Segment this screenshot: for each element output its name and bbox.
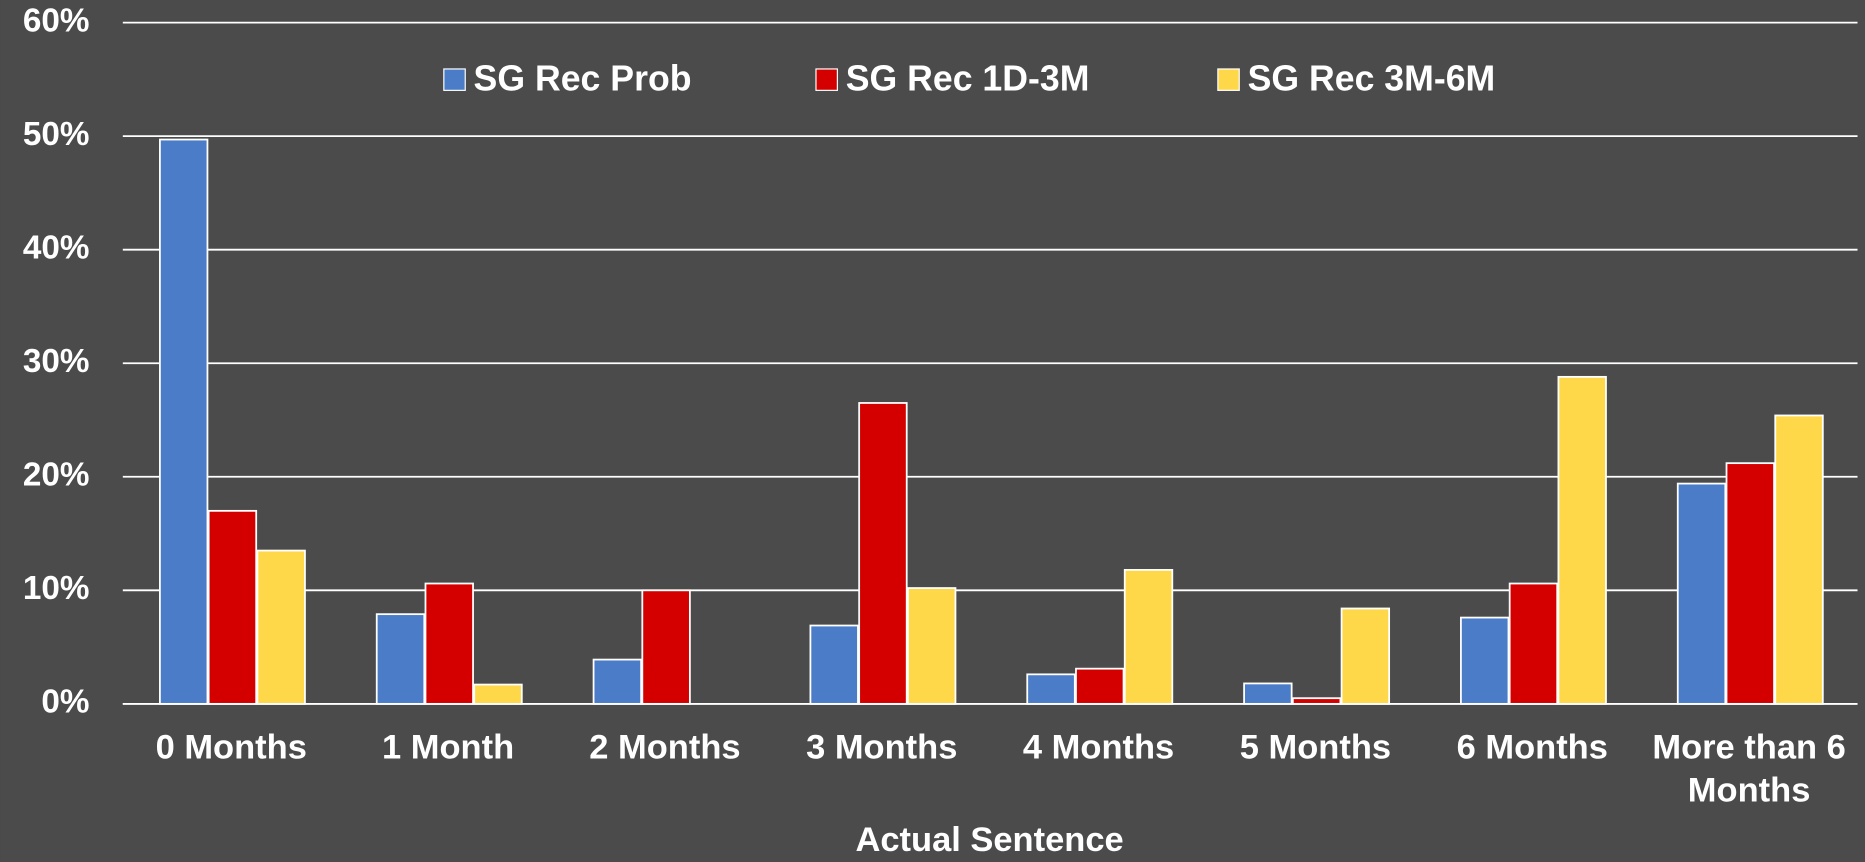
x-tick-label-box: 2 Months [589, 728, 741, 767]
x-tick-label: 1 Month [381, 728, 515, 767]
bar [809, 624, 859, 705]
y-tick-label: 30% [23, 343, 90, 380]
bar [907, 587, 957, 705]
x-tick-label-box: 6 Months [1456, 728, 1608, 767]
x-tick-label-box: 3 Months [806, 728, 958, 767]
x-tick-label: 4 Months [1022, 728, 1175, 767]
x-tick-label: 5 Months [1239, 728, 1392, 767]
y-tick-label: 50% [23, 116, 90, 153]
bar [1725, 462, 1775, 705]
x-tick-label: 6 Months [1456, 728, 1608, 767]
bar [858, 402, 908, 705]
y-tick-label: 0% [41, 684, 89, 721]
bar [1774, 414, 1824, 705]
x-tick-label-box: 4 Months [1022, 728, 1175, 767]
bar [1243, 682, 1293, 705]
bar [1123, 568, 1174, 705]
bar [424, 582, 474, 705]
bar [1075, 667, 1125, 705]
bar [159, 138, 209, 705]
legend-swatch [1217, 68, 1240, 91]
bar [1460, 616, 1510, 705]
x-tick-label: 3 Months [806, 728, 958, 767]
bar [207, 509, 258, 705]
bar [641, 589, 691, 705]
x-axis-label: Actual Sentence [855, 821, 1123, 859]
legend-label: SG Rec Prob [474, 58, 692, 98]
bar [375, 613, 426, 705]
x-tick-label: 2 Months [589, 728, 741, 767]
x-tick-label: 0 Months [155, 728, 307, 767]
bar [1340, 607, 1391, 705]
x-tick-label-box: 5 Months [1239, 728, 1392, 767]
legend-label: SG Rec 1D-3M [846, 58, 1090, 98]
y-tick-label: 60% [23, 2, 90, 39]
bar [1557, 375, 1607, 705]
legend-label: SG Rec 3M-6M [1248, 58, 1496, 98]
bar [1026, 673, 1076, 705]
y-tick-label: 20% [23, 457, 90, 494]
bar [592, 658, 643, 705]
bar [473, 683, 523, 705]
bar [1508, 582, 1559, 705]
x-tick-label-box: More than 6 Months [1652, 728, 1846, 810]
legend-swatch [443, 68, 466, 91]
legend-swatch [815, 68, 838, 91]
y-tick-label: 40% [23, 229, 90, 266]
x-tick-label: More than 6 Months [1652, 728, 1846, 810]
y-tick-label: 10% [23, 570, 90, 607]
bar [256, 549, 306, 705]
x-tick-label-box: 0 Months [155, 728, 307, 767]
bar [1676, 482, 1727, 705]
x-tick-label-box: 1 Month [381, 728, 515, 767]
